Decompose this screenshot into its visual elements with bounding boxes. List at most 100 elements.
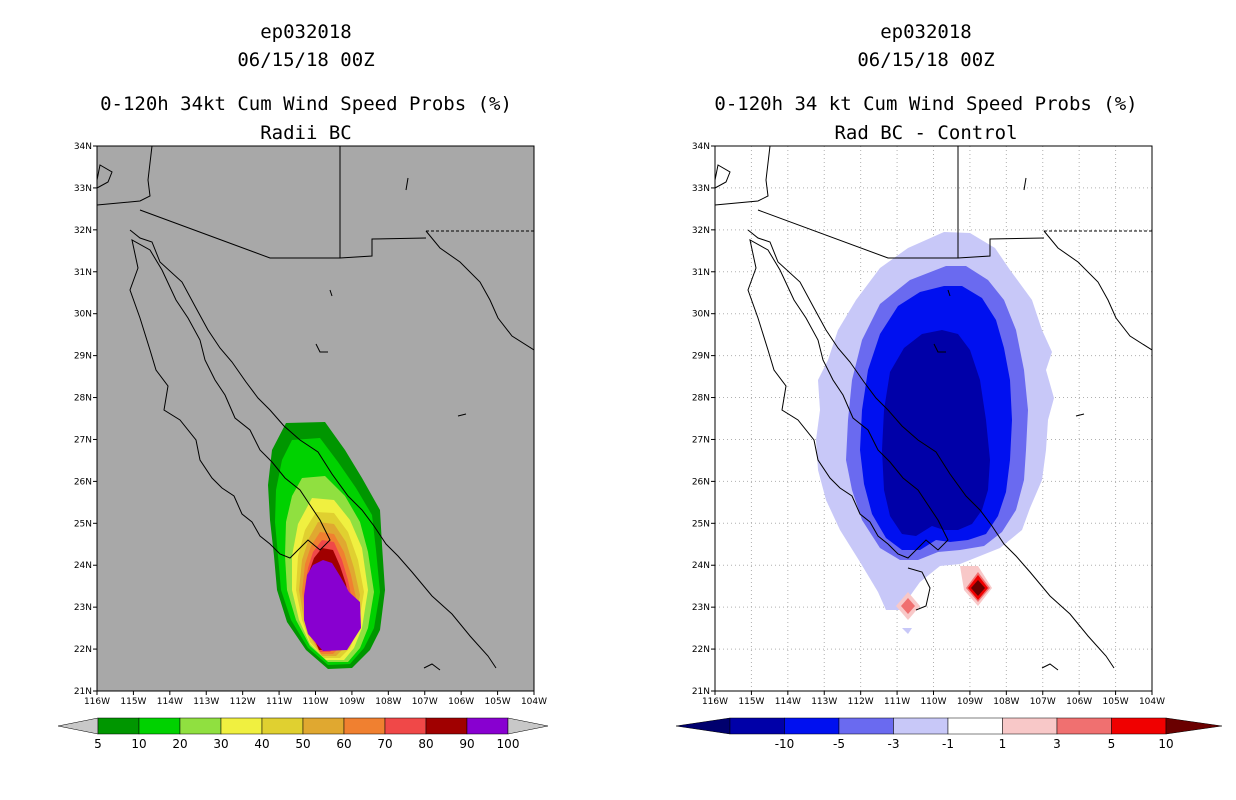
lon-label: 116W xyxy=(702,697,728,707)
colorbar-label: -10 xyxy=(775,737,795,751)
left-probability-contours xyxy=(268,422,385,669)
right-contour-plus-5-a xyxy=(968,575,988,600)
lon-label: 104W xyxy=(521,697,547,707)
left-coastlines xyxy=(97,146,534,671)
colorbar-left-end xyxy=(57,717,99,735)
colorbar-swatch xyxy=(1111,717,1167,735)
left-lat-labels: 34N 33N 32N 31N 30N 29N 28N 27N 26N 25N 24N 23N 22N 2… xyxy=(74,142,92,697)
right-contour-minus-10 xyxy=(882,330,990,536)
right-contour-plus-3-b xyxy=(901,598,915,614)
lat-label: 25N xyxy=(692,519,710,529)
lat-label: 26N xyxy=(692,477,710,487)
lat-label: 33N xyxy=(692,184,710,194)
lat-label: 32N xyxy=(74,226,92,236)
colorbar-label: 50 xyxy=(295,737,310,751)
right-map-frame xyxy=(714,145,1153,692)
colorbar-swatch xyxy=(784,717,840,735)
colorbar-left-end xyxy=(675,717,731,735)
colorbar-label: 60 xyxy=(336,737,351,751)
right-contour-minus-1-c xyxy=(902,628,912,634)
right-lat-labels: 34N 33N 32N 31N 30N 29N 28N 27N 26N 25N 24N 23N 22N 2… xyxy=(692,142,710,697)
lon-label: 111W xyxy=(266,697,292,707)
colorbar-label: 80 xyxy=(418,737,433,751)
right-colorbar: -10 -5 -3 -1 1 3 5 10 xyxy=(675,717,1223,751)
right-contour-minus-3 xyxy=(846,266,1028,560)
lat-label: 32N xyxy=(692,226,710,236)
colorbar-right-end xyxy=(507,717,549,735)
colorbar-swatch xyxy=(729,717,785,735)
lat-label: 23N xyxy=(692,603,710,613)
colorbar-swatch xyxy=(425,717,468,735)
lon-label: 111W xyxy=(884,697,910,707)
colorbar-label: 90 xyxy=(459,737,474,751)
colorbar-label: 40 xyxy=(254,737,269,751)
lat-label: 30N xyxy=(74,310,92,320)
colorbar-swatch xyxy=(343,717,386,735)
right-gridlines xyxy=(715,146,1152,691)
left-colorbar: 5 10 20 30 40 50 60 70 80 90 100 xyxy=(57,717,549,751)
lat-label: 25N xyxy=(74,519,92,529)
left-datetime: 06/15/18 00Z xyxy=(237,49,375,71)
colorbar-swatch xyxy=(893,717,949,735)
colorbar-label: 3 xyxy=(1053,737,1061,751)
colorbar-swatch xyxy=(220,717,263,735)
left-storm-id: ep032018 xyxy=(260,21,352,43)
colorbar-label: 100 xyxy=(497,737,520,751)
right-contour-minus-5 xyxy=(860,286,1012,550)
colorbar-label: 10 xyxy=(1158,737,1173,751)
colorbar-swatch xyxy=(179,717,222,735)
lat-label: 22N xyxy=(692,645,710,655)
colorbar-swatch xyxy=(947,717,1003,735)
lon-label: 107W xyxy=(1030,697,1056,707)
colorbar-swatch xyxy=(261,717,304,735)
lon-label: 109W xyxy=(339,697,365,707)
left-axis-ticks xyxy=(93,145,535,695)
lon-label: 110W xyxy=(302,697,328,707)
lon-label: 107W xyxy=(412,697,438,707)
colorbar-swatch xyxy=(138,717,181,735)
left-lon-labels: 116W 115W 114W 113W 112W 111W 110W 109W 108W 107W… xyxy=(84,697,547,707)
lat-label: 33N xyxy=(74,184,92,194)
lon-label: 105W xyxy=(485,697,511,707)
right-lon-labels: 116W 115W 114W 113W 112W 111W 110W 109W 108W 107W… xyxy=(702,697,1165,707)
right-contour-plus-10-a xyxy=(971,580,985,596)
colorbar-label: 1 xyxy=(999,737,1007,751)
lat-label: 28N xyxy=(692,394,710,404)
lat-label: 21N xyxy=(692,687,710,697)
right-datetime: 06/15/18 00Z xyxy=(857,49,995,71)
lon-label: 112W xyxy=(848,697,874,707)
colorbar-label: 70 xyxy=(377,737,392,751)
lon-label: 114W xyxy=(157,697,183,707)
lon-label: 114W xyxy=(775,697,801,707)
colorbar-swatch xyxy=(1002,717,1058,735)
lon-label: 108W xyxy=(375,697,401,707)
lon-label: 113W xyxy=(193,697,219,707)
lat-label: 30N xyxy=(692,310,710,320)
lon-label: 106W xyxy=(448,697,474,707)
right-storm-id: ep032018 xyxy=(880,21,972,43)
lat-label: 27N xyxy=(74,435,92,445)
colorbar-label: -3 xyxy=(888,737,900,751)
lat-label: 24N xyxy=(692,561,710,571)
colorbar-label: 30 xyxy=(213,737,228,751)
lon-label: 108W xyxy=(993,697,1019,707)
right-subtitle: Rad BC - Control xyxy=(834,122,1018,144)
colorbar-label: 5 xyxy=(1108,737,1116,751)
colorbar-label: -5 xyxy=(833,737,845,751)
right-coastlines xyxy=(715,146,1152,671)
lon-label: 110W xyxy=(920,697,946,707)
lat-label: 22N xyxy=(74,645,92,655)
colorbar-right-end xyxy=(1165,717,1223,735)
lat-label: 31N xyxy=(692,268,710,278)
left-subtitle: Radii BC xyxy=(260,122,352,144)
right-contour-minus-1 xyxy=(816,232,1054,610)
left-probability-map: 34N 33N 32N 31N 30N 29N 28N 27N 26N 25N 24N 23N 22N 2… xyxy=(57,142,549,751)
lon-label: 116W xyxy=(84,697,110,707)
colorbar-label: -1 xyxy=(942,737,954,751)
right-axis-ticks xyxy=(711,145,1153,695)
right-contour-plus-1-a xyxy=(960,566,992,606)
lat-label: 24N xyxy=(74,561,92,571)
right-difference-contours xyxy=(816,232,1054,634)
lon-label: 105W xyxy=(1103,697,1129,707)
lat-label: 34N xyxy=(692,142,710,152)
